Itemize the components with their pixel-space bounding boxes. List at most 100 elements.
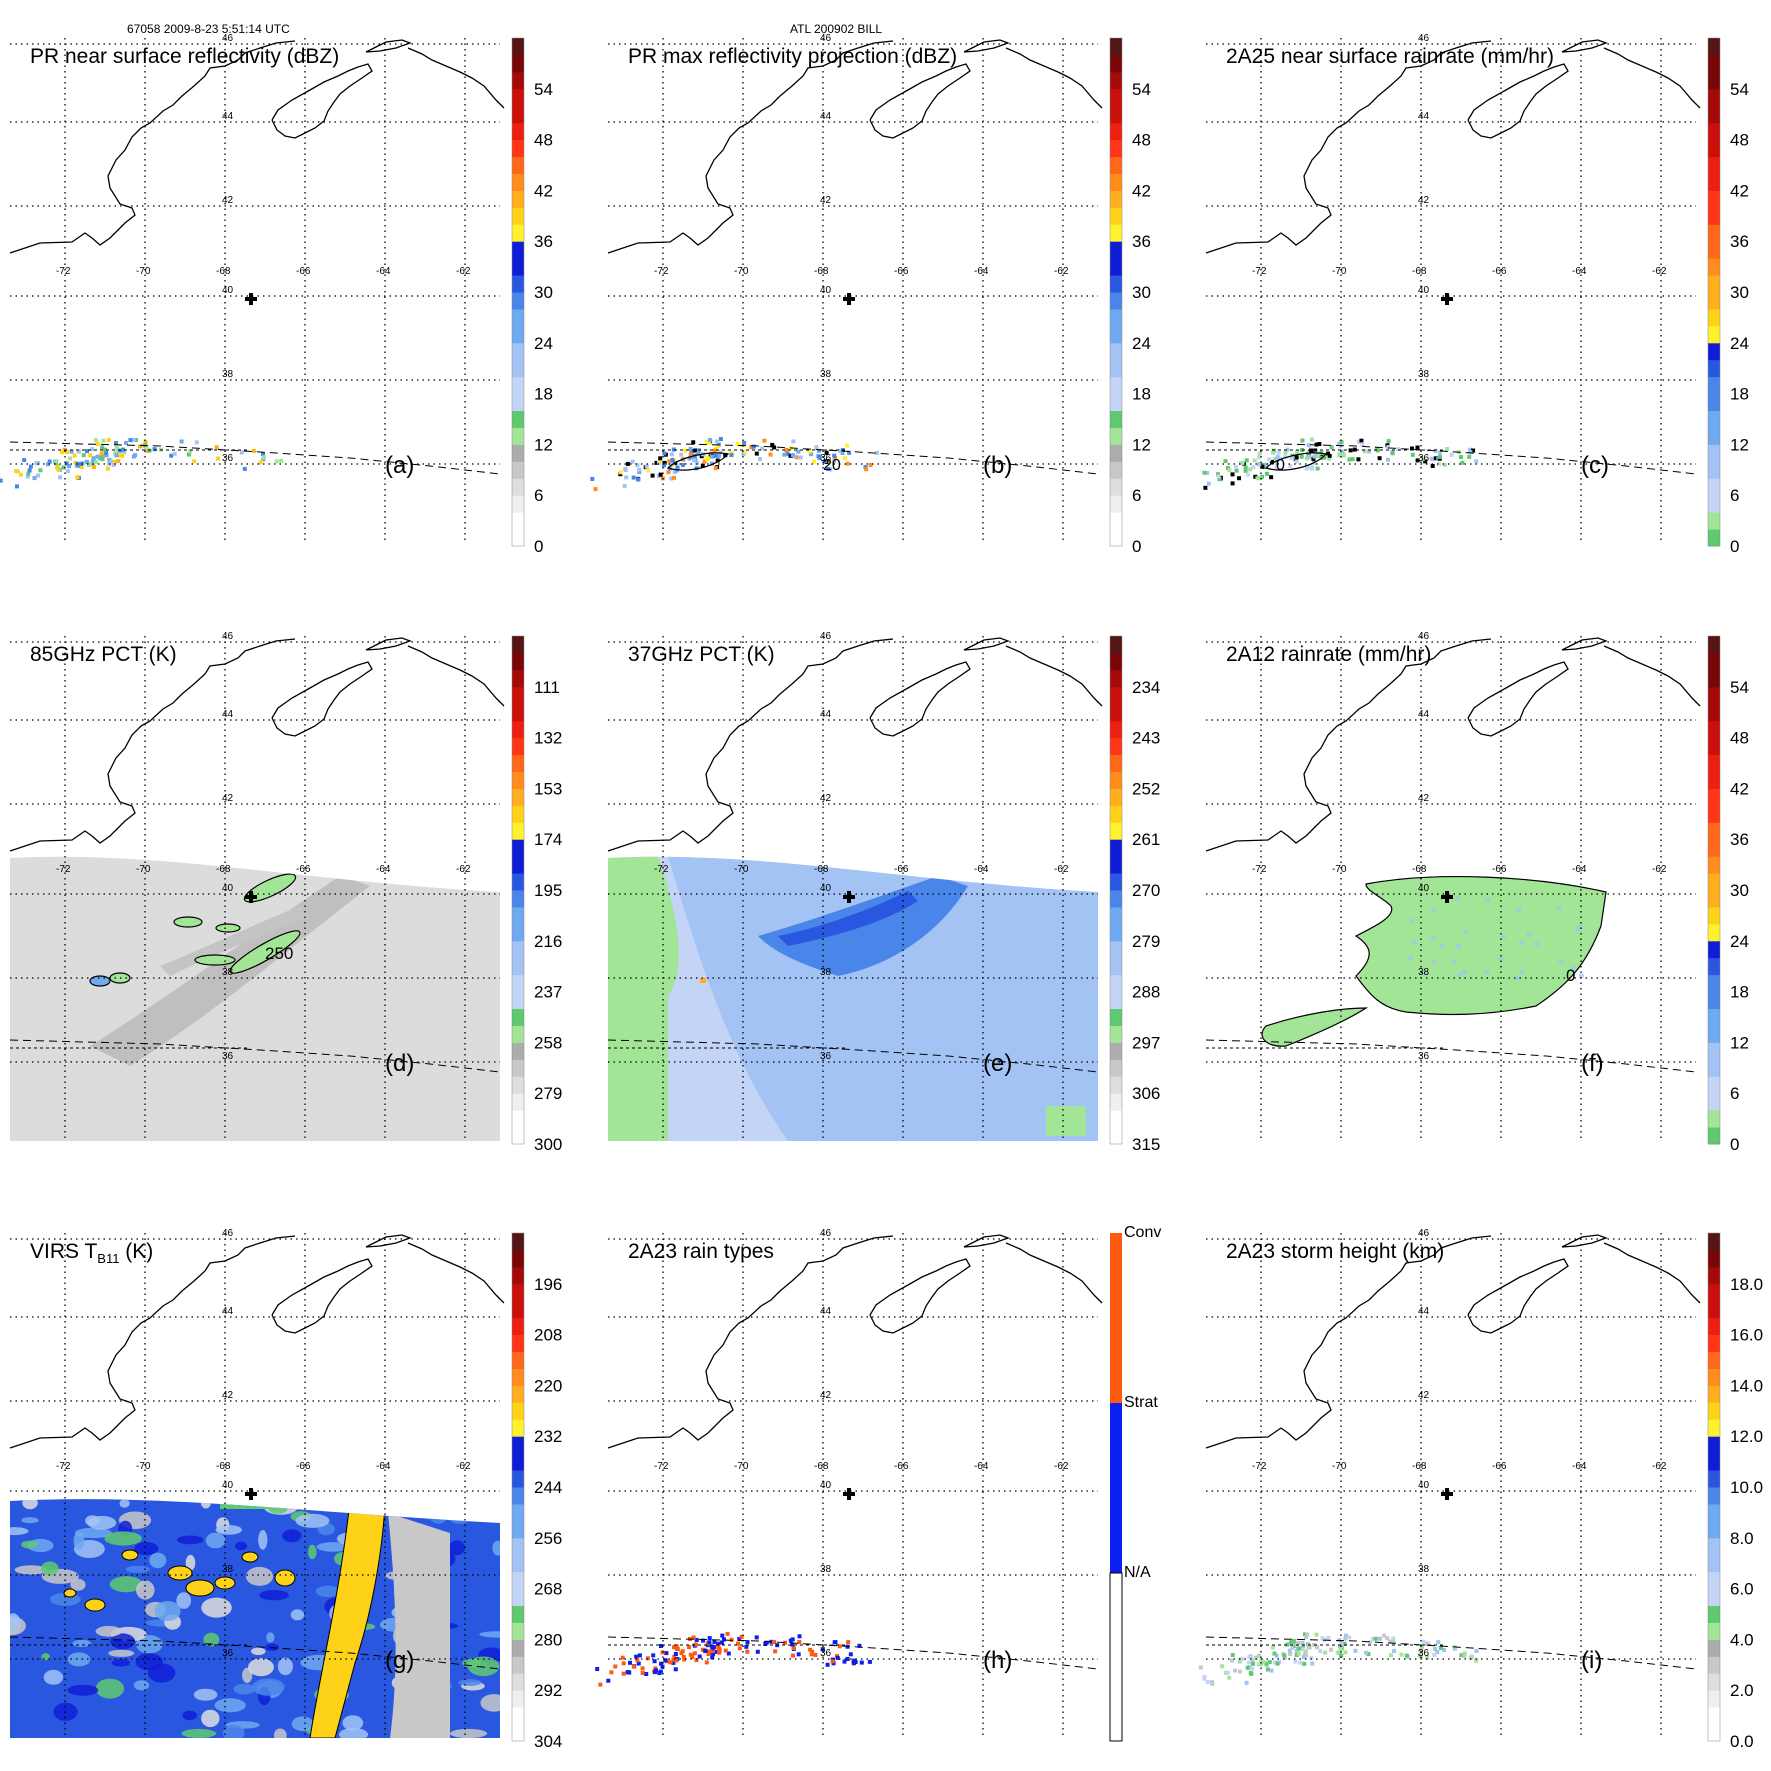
rain-pixel bbox=[1272, 457, 1277, 462]
colorbar-label: 2.0 bbox=[1730, 1681, 1754, 1700]
rain-pixel bbox=[667, 459, 672, 464]
lon-tick-label: -72 bbox=[654, 1461, 669, 1472]
virs-cloud-cell bbox=[252, 1678, 285, 1696]
colorbar-swatch bbox=[512, 478, 524, 496]
colorbar-swatch bbox=[512, 873, 524, 891]
rain-pixel bbox=[1264, 1661, 1269, 1666]
rain-pixel bbox=[1418, 1648, 1423, 1653]
rain-pixel bbox=[661, 463, 666, 468]
colorbar-swatch bbox=[512, 495, 524, 513]
colorbar-swatch bbox=[1110, 529, 1122, 547]
rain-pixel bbox=[739, 1634, 744, 1639]
rain-pixel bbox=[635, 1658, 640, 1663]
rain-pixel bbox=[1307, 454, 1312, 459]
rain-pixel bbox=[745, 1649, 750, 1654]
rain-pixel bbox=[671, 1657, 676, 1662]
rain-pixel bbox=[645, 1656, 650, 1661]
rain-pixel bbox=[716, 1645, 721, 1650]
colorbar-swatch bbox=[1708, 1351, 1720, 1369]
lon-tick-label: -64 bbox=[376, 1461, 391, 1472]
colorbar-swatch bbox=[512, 652, 524, 671]
colorbar-swatch bbox=[1708, 122, 1720, 141]
rain-pixel bbox=[1295, 450, 1300, 454]
lat-tick-label: 36 bbox=[222, 1648, 234, 1659]
panel-letter: (g) bbox=[385, 1647, 414, 1674]
colorbar-swatch bbox=[1708, 1266, 1720, 1285]
rain-pixel bbox=[1468, 447, 1472, 452]
rain-pixel bbox=[1316, 454, 1321, 458]
colorbar-label: 42 bbox=[1730, 779, 1749, 798]
rain-pixel bbox=[673, 1652, 678, 1656]
rain12-pixel bbox=[1461, 970, 1467, 975]
pct85-deep-blob bbox=[89, 975, 111, 987]
rain-pixel bbox=[1310, 466, 1315, 471]
rain-pixel bbox=[1301, 1647, 1306, 1652]
colorbar-swatch bbox=[512, 686, 524, 705]
colorbar-swatch bbox=[1110, 873, 1122, 891]
lat-tick-label: 40 bbox=[820, 1480, 832, 1491]
cape-breton-coast bbox=[407, 47, 505, 109]
lon-tick-label: -64 bbox=[1572, 864, 1587, 875]
rain-pixel bbox=[78, 462, 83, 466]
rain-pixel bbox=[1234, 468, 1239, 473]
rain-pixel bbox=[754, 451, 759, 456]
colorbar-swatch bbox=[512, 788, 524, 806]
rain12-pixel bbox=[1516, 907, 1522, 912]
rain-pixel bbox=[717, 1648, 722, 1653]
colorbar-label: 6.0 bbox=[1730, 1580, 1754, 1599]
rain-pixel bbox=[671, 460, 676, 465]
virs-cloud-cell bbox=[295, 1513, 330, 1528]
rain-pixel bbox=[772, 445, 777, 450]
lon-tick-label: -72 bbox=[56, 1461, 71, 1472]
lat-tick-label: 46 bbox=[222, 1228, 234, 1239]
rain-pixel bbox=[1415, 458, 1420, 463]
colorbar-label: 12 bbox=[534, 435, 553, 454]
rain-pixel bbox=[682, 1657, 687, 1662]
rain-pixel bbox=[27, 468, 32, 473]
lon-tick-label: -62 bbox=[456, 266, 471, 277]
colorbar-swatch bbox=[1708, 1025, 1720, 1043]
rain-pixel bbox=[1437, 450, 1442, 455]
virs-cloud-cell bbox=[266, 1632, 275, 1643]
rain-pixel bbox=[1267, 1660, 1272, 1665]
rain-pixel bbox=[1234, 465, 1238, 469]
colorbar-f: 0 6 12 18 24 30 36 42 48 54 bbox=[1707, 635, 1749, 1154]
rain12-pixel bbox=[1519, 969, 1525, 974]
colorbar-swatch bbox=[512, 410, 524, 428]
rain-pixel bbox=[713, 466, 718, 471]
rain-pixel bbox=[691, 440, 696, 445]
swath-edge-line bbox=[1205, 1039, 1697, 1073]
rain-pixel bbox=[1341, 452, 1346, 457]
rain-pixel bbox=[1322, 1637, 1327, 1642]
colorbar-swatch bbox=[1708, 1673, 1720, 1691]
colorbar-label: 30 bbox=[1132, 283, 1151, 302]
colorbar-conv-block bbox=[1110, 1233, 1122, 1403]
lon-tick-label: -72 bbox=[654, 266, 669, 277]
colorbar-swatch bbox=[512, 88, 524, 107]
nova-scotia-coast bbox=[271, 63, 373, 139]
colorbar-swatch bbox=[1708, 54, 1720, 73]
virs-cloud-cell bbox=[421, 1499, 437, 1511]
virs-cloud-cell bbox=[248, 1658, 274, 1677]
colorbar-label: 6 bbox=[1730, 486, 1739, 505]
island-coast bbox=[365, 39, 412, 53]
rain-pixel bbox=[791, 1646, 796, 1651]
rain-pixel bbox=[1244, 1680, 1249, 1685]
lat-tick-label: 38 bbox=[820, 967, 832, 978]
colorbar-swatch bbox=[512, 1042, 524, 1060]
rain-pixel bbox=[1433, 448, 1438, 453]
rain-pixel bbox=[715, 444, 720, 449]
rain-pixel bbox=[144, 445, 149, 450]
virs-cloud-cell bbox=[14, 1565, 48, 1575]
lat-tick-label: 40 bbox=[222, 285, 234, 296]
rain-pixel bbox=[1274, 460, 1279, 465]
lon-tick-label: -70 bbox=[136, 1461, 151, 1472]
virs-cloud-cell bbox=[342, 1715, 364, 1731]
rain-pixel bbox=[790, 453, 795, 457]
rain-pixel bbox=[1275, 1661, 1280, 1666]
panel-a: 46 44 42 40 38 36 -72 -70 -68 -66 -64 -62 PR near su… bbox=[0, 33, 553, 556]
colorbar-frame bbox=[1109, 635, 1123, 1145]
panel-letter: (e) bbox=[983, 1050, 1012, 1077]
rain-pixel bbox=[1339, 1641, 1344, 1646]
